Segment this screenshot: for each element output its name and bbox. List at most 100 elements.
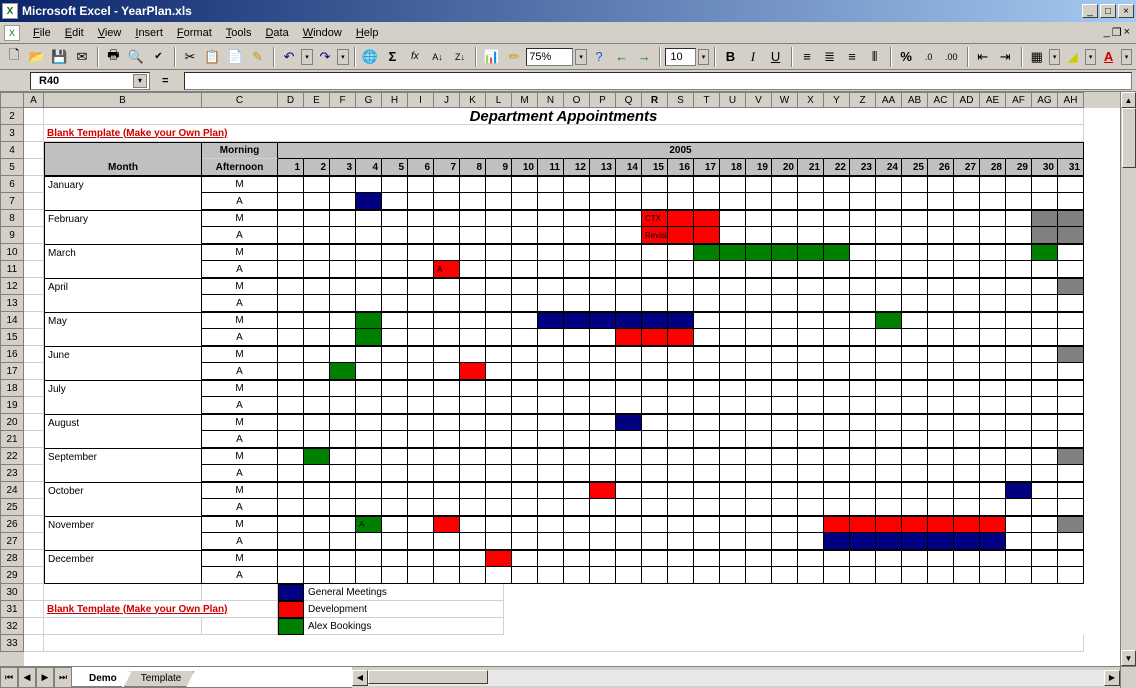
underline-icon[interactable]: U xyxy=(765,46,786,68)
cell[interactable] xyxy=(694,329,720,346)
cell[interactable] xyxy=(330,397,356,414)
cell[interactable] xyxy=(486,346,512,363)
cell[interactable] xyxy=(1032,278,1058,295)
cell[interactable] xyxy=(330,363,356,380)
cell[interactable] xyxy=(668,346,694,363)
col-header-J[interactable]: J xyxy=(434,92,460,108)
cell[interactable] xyxy=(304,261,330,278)
row-header-20[interactable]: 20 xyxy=(0,414,24,431)
cell[interactable]: M xyxy=(202,482,278,499)
cell[interactable] xyxy=(1032,312,1058,329)
cell[interactable] xyxy=(24,448,44,465)
cell[interactable] xyxy=(434,312,460,329)
cell[interactable] xyxy=(486,516,512,533)
cell[interactable] xyxy=(486,448,512,465)
cell[interactable] xyxy=(746,567,772,584)
cell[interactable] xyxy=(278,482,304,499)
align-right-icon[interactable]: ≡ xyxy=(842,46,863,68)
cell[interactable] xyxy=(772,193,798,210)
row-header-7[interactable]: 7 xyxy=(0,193,24,210)
cell[interactable] xyxy=(24,176,44,193)
merge-center-icon[interactable]: ⦀ xyxy=(864,46,885,68)
cell[interactable] xyxy=(460,312,486,329)
cell[interactable] xyxy=(980,414,1006,431)
align-center-icon[interactable]: ≣ xyxy=(819,46,840,68)
tab-prev-button[interactable]: ◀ xyxy=(18,667,36,688)
cell[interactable]: M xyxy=(202,278,278,295)
cell[interactable] xyxy=(1006,550,1032,567)
col-header-Q[interactable]: Q xyxy=(616,92,642,108)
cell[interactable] xyxy=(616,431,642,448)
cell[interactable] xyxy=(1032,227,1058,244)
cell[interactable] xyxy=(980,499,1006,516)
cell[interactable] xyxy=(1058,312,1084,329)
cell[interactable] xyxy=(1006,329,1032,346)
cell[interactable] xyxy=(330,312,356,329)
cell[interactable] xyxy=(902,329,928,346)
mdi-minimize-button[interactable]: _ xyxy=(1104,26,1110,39)
cell[interactable] xyxy=(850,176,876,193)
cell[interactable] xyxy=(928,499,954,516)
cell[interactable] xyxy=(954,193,980,210)
cell[interactable] xyxy=(382,295,408,312)
cell[interactable] xyxy=(668,312,694,329)
cell[interactable]: 11 xyxy=(538,159,564,176)
cell[interactable] xyxy=(980,227,1006,244)
cell[interactable] xyxy=(512,244,538,261)
cell[interactable] xyxy=(824,227,850,244)
cell[interactable] xyxy=(564,227,590,244)
cell[interactable]: M xyxy=(202,380,278,397)
cell[interactable] xyxy=(1032,295,1058,312)
cell[interactable]: Blank Template (Make your Own Plan) xyxy=(44,601,278,618)
cell[interactable] xyxy=(824,278,850,295)
cell[interactable] xyxy=(954,414,980,431)
cell[interactable] xyxy=(720,482,746,499)
row-header-27[interactable]: 27 xyxy=(0,533,24,550)
cell[interactable] xyxy=(1006,244,1032,261)
close-button[interactable]: × xyxy=(1118,4,1134,18)
cell[interactable] xyxy=(538,465,564,482)
cell[interactable] xyxy=(278,210,304,227)
cell[interactable] xyxy=(928,176,954,193)
cell[interactable] xyxy=(44,431,202,448)
cell[interactable] xyxy=(876,227,902,244)
cell[interactable] xyxy=(44,295,202,312)
cell[interactable] xyxy=(434,567,460,584)
cell[interactable] xyxy=(902,261,928,278)
cell[interactable] xyxy=(564,550,590,567)
cell[interactable] xyxy=(356,533,382,550)
cell[interactable]: February xyxy=(44,210,202,227)
cell[interactable] xyxy=(512,431,538,448)
cell[interactable] xyxy=(954,448,980,465)
cell[interactable] xyxy=(304,312,330,329)
cell[interactable] xyxy=(1006,346,1032,363)
cell[interactable] xyxy=(24,125,44,142)
cell[interactable] xyxy=(954,329,980,346)
cell[interactable] xyxy=(382,397,408,414)
cell[interactable] xyxy=(24,533,44,550)
cell[interactable] xyxy=(850,397,876,414)
row-header-17[interactable]: 17 xyxy=(0,363,24,380)
cell[interactable] xyxy=(564,448,590,465)
cell[interactable] xyxy=(304,210,330,227)
cell[interactable] xyxy=(434,295,460,312)
cell[interactable] xyxy=(954,363,980,380)
cell[interactable] xyxy=(928,244,954,261)
cell[interactable] xyxy=(278,550,304,567)
cell[interactable] xyxy=(668,261,694,278)
row-header-23[interactable]: 23 xyxy=(0,465,24,482)
cell[interactable] xyxy=(382,363,408,380)
cell[interactable] xyxy=(304,295,330,312)
cell[interactable] xyxy=(24,329,44,346)
cell[interactable] xyxy=(772,261,798,278)
scroll-up-button[interactable]: ▲ xyxy=(1121,92,1136,108)
cell[interactable] xyxy=(512,193,538,210)
cell[interactable] xyxy=(564,414,590,431)
cell[interactable] xyxy=(590,414,616,431)
cell[interactable] xyxy=(720,516,746,533)
cell[interactable] xyxy=(642,448,668,465)
menu-view[interactable]: View xyxy=(91,25,129,41)
undo-icon[interactable]: ↶ xyxy=(279,46,300,68)
cell[interactable] xyxy=(538,533,564,550)
cell[interactable] xyxy=(1006,363,1032,380)
